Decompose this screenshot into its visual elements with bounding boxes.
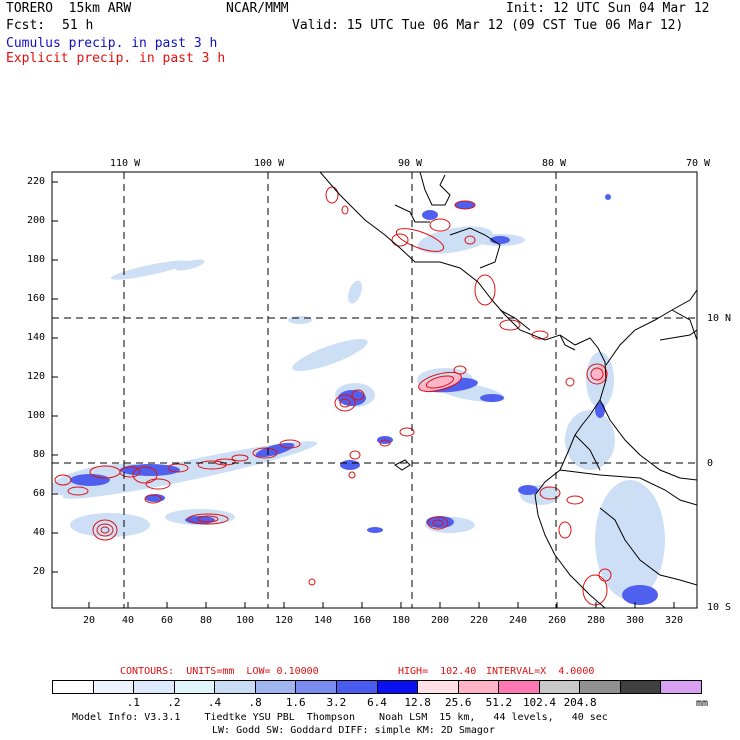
model-info: Model Info: V3.3.1 Tiedtke YSU PBL Thomp…	[72, 712, 608, 723]
model-physics: LW: Godd SW: Goddard DIFF: simple KM: 2D…	[212, 725, 495, 736]
x-tick-label: 40	[122, 615, 135, 626]
legend-tick-label: .4	[207, 696, 222, 709]
lat-label-0: 0	[707, 458, 714, 469]
x-tick-label: 220	[470, 615, 489, 626]
legend-tick-label: 3.2	[326, 696, 347, 709]
legend-tick-label: 204.8	[563, 696, 597, 709]
x-axis-ticks	[88, 602, 675, 608]
legend-swatch	[661, 681, 701, 693]
legend-swatch	[458, 681, 500, 693]
x-tick-label: 140	[314, 615, 333, 626]
legend-tick-label: .1	[126, 696, 140, 709]
y-tick-label: 20	[33, 566, 46, 577]
y-axis-ticks	[52, 181, 58, 573]
y-tick-label: 120	[27, 371, 46, 382]
legend-tick-label: 102.4	[522, 696, 557, 709]
legend-swatch	[539, 681, 581, 693]
legend-tick-label: 6.4	[367, 696, 387, 709]
lat-lon-grid	[52, 172, 697, 608]
y-tick-label: 80	[33, 449, 46, 460]
forecast-hours: 51 h	[62, 18, 94, 33]
legend-swatch	[580, 681, 621, 693]
legend-tick-label: .2	[167, 696, 181, 709]
x-tick-label: 260	[548, 615, 567, 626]
y-tick-label: 60	[33, 488, 46, 499]
lat-label-10n: 10 N	[707, 313, 732, 324]
x-tick-label: 280	[587, 615, 606, 626]
legend-swatch	[134, 681, 175, 693]
y-tick-label: 140	[27, 332, 46, 343]
organization: NCAR/MMM	[226, 1, 289, 16]
legend-tick-label: 25.6	[445, 696, 472, 709]
explicit-precip-contours	[54, 186, 612, 606]
legend-swatch	[53, 681, 94, 693]
legend-swatch	[93, 681, 135, 693]
lon-label-70w: 70 W	[686, 158, 711, 169]
x-tick-label: 200	[431, 615, 450, 626]
forecast-label: Fcst:	[6, 18, 46, 33]
x-tick-label: 240	[509, 615, 528, 626]
x-tick-label: 320	[665, 615, 684, 626]
y-tick-label: 40	[33, 527, 46, 538]
explicit-precip-title: Explicit precip. in past 3 h	[6, 51, 226, 66]
legend-tick-label: 12.8	[404, 696, 431, 709]
legend-swatch	[255, 681, 297, 693]
legend-tick-label: 51.2	[485, 696, 513, 709]
model-name: TORERO 15km ARW	[6, 1, 132, 16]
legend-swatch	[377, 681, 419, 693]
legend-swatch	[296, 681, 337, 693]
legend-swatch	[174, 681, 216, 693]
y-tick-label: 180	[27, 254, 46, 265]
lon-label-90w: 90 W	[398, 158, 423, 169]
y-tick-label: 160	[27, 293, 46, 304]
legend-tick-label: .8	[248, 696, 262, 709]
legend-units: mm	[696, 698, 709, 709]
legend-swatch	[499, 681, 540, 693]
init-time: Init: 12 UTC Sun 04 Mar 12	[506, 1, 710, 16]
cumulus-precip-shading	[52, 226, 665, 600]
y-tick-label: 220	[27, 176, 46, 187]
cumulus-precip-heavy	[70, 194, 658, 605]
legend-swatch	[418, 681, 459, 693]
contour-units: CONTOURS: UNITS=mm LOW= 0.10000	[120, 666, 319, 677]
explicit-precip-pink	[418, 366, 608, 392]
map-frame	[51, 171, 698, 609]
x-tick-label: 300	[626, 615, 645, 626]
legend-swatch	[215, 681, 256, 693]
legend-color-bar	[52, 680, 702, 694]
x-tick-label: 160	[353, 615, 372, 626]
cumulus-precip-title: Cumulus precip. in past 3 h	[6, 36, 218, 51]
x-tick-label: 120	[275, 615, 294, 626]
contour-interval: INTERVAL=X 4.0000	[486, 666, 595, 677]
legend-swatch	[336, 681, 378, 693]
x-tick-label: 80	[200, 615, 213, 626]
x-tick-label: 20	[83, 615, 96, 626]
lon-label-100w: 100 W	[254, 158, 285, 169]
legend-tick-label: 1.6	[285, 696, 306, 709]
lon-label-80w: 80 W	[542, 158, 567, 169]
lat-label-10s: 10 S	[707, 602, 732, 613]
contour-high: HIGH= 102.40	[398, 666, 477, 677]
y-tick-label: 100	[27, 410, 46, 421]
valid-time: Valid: 15 UTC Tue 06 Mar 12 (09 CST Tue …	[292, 18, 684, 33]
x-tick-label: 180	[392, 615, 411, 626]
coastlines	[319, 172, 697, 608]
lon-label-110w: 110 W	[110, 158, 141, 169]
x-tick-label: 60	[161, 615, 174, 626]
y-tick-label: 200	[27, 215, 46, 226]
legend-swatch	[620, 681, 662, 693]
x-tick-label: 100	[236, 615, 255, 626]
